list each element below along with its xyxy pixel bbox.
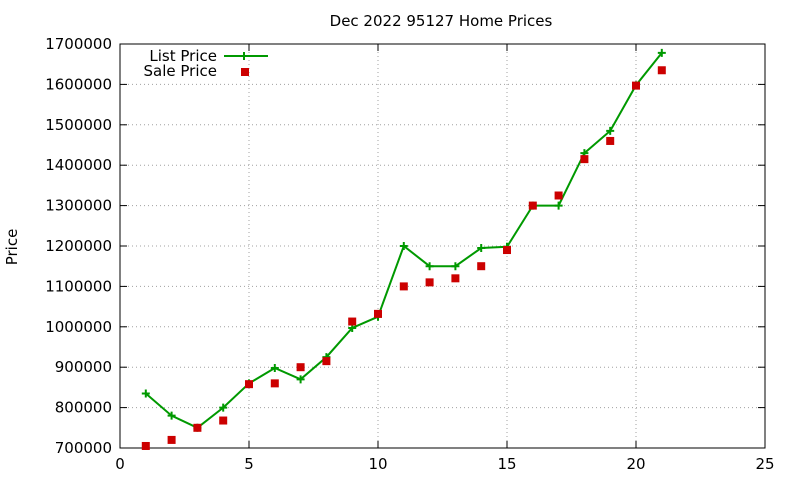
sale-price-point <box>580 155 589 164</box>
legend-label-list-price: List Price <box>149 47 217 65</box>
sale-price-point <box>245 380 253 389</box>
y-tick-label: 800000 <box>55 399 112 417</box>
x-tick-label: 10 <box>368 455 387 473</box>
legend-marker-sale-price <box>241 68 249 76</box>
list-price-point <box>219 403 228 412</box>
list-price-line <box>145 52 663 429</box>
legend-marker-list-price <box>240 52 248 60</box>
y-tick-label: 1400000 <box>45 156 112 174</box>
y-tick-label: 1200000 <box>45 237 112 255</box>
data-series <box>141 48 666 450</box>
sale-price-point <box>528 201 537 210</box>
list-price-point <box>296 375 305 384</box>
legend: List Price Sale Price <box>144 47 268 80</box>
sale-price-point <box>296 363 305 372</box>
sale-price-point <box>503 246 511 255</box>
y-tick-label: 1300000 <box>45 197 112 215</box>
legend-label-sale-price: Sale Price <box>144 62 217 80</box>
x-tick-label: 5 <box>244 455 254 473</box>
list-price-point <box>167 411 176 420</box>
sale-price-point <box>632 81 640 90</box>
sale-price-point <box>606 136 615 145</box>
y-axis-label: Price <box>3 229 21 266</box>
x-tick-label: 0 <box>115 455 125 473</box>
list-price-point <box>141 389 150 398</box>
list-price-point <box>425 262 434 271</box>
sale-price-point <box>141 441 150 450</box>
sale-price-point <box>374 309 382 318</box>
x-tick-label: 25 <box>755 455 774 473</box>
sale-price-point <box>451 274 460 283</box>
sale-price-point <box>554 191 563 200</box>
sale-price-point <box>219 416 228 425</box>
y-tick-label: 1100000 <box>45 277 112 295</box>
list-price-point <box>451 262 460 271</box>
x-tick-label: 15 <box>497 455 516 473</box>
sale-price-point <box>348 317 357 326</box>
y-tick-label: 700000 <box>55 439 112 457</box>
sale-price-point <box>322 357 331 366</box>
list-price-point <box>657 48 666 57</box>
y-tick-label: 1000000 <box>45 318 112 336</box>
list-price-point <box>399 242 408 250</box>
sale-price-point <box>657 66 666 75</box>
sale-price-point <box>270 379 279 388</box>
x-tick-labels: 0 5 10 15 20 25 <box>115 455 774 473</box>
sale-price-point <box>399 282 408 291</box>
chart-title: Dec 2022 95127 Home Prices <box>330 12 553 30</box>
list-price-point <box>606 126 615 135</box>
list-price-point <box>554 201 563 210</box>
x-tick-label: 20 <box>626 455 645 473</box>
sale-price-point <box>193 423 202 432</box>
y-tick-label: 900000 <box>55 358 112 376</box>
sale-price-point <box>425 278 434 287</box>
sale-price-point <box>477 262 486 271</box>
y-tick-labels: 700000 800000 900000 1000000 1100000 1200000 1… <box>45 35 112 457</box>
sale-price-point <box>167 435 176 444</box>
y-tick-label: 1500000 <box>45 116 112 134</box>
grid-lines <box>120 44 765 448</box>
y-tick-label: 1600000 <box>45 75 112 93</box>
plot-frame <box>119 43 766 449</box>
y-tick-label: 1700000 <box>45 35 112 53</box>
list-price-point <box>270 364 279 373</box>
list-price-point <box>477 244 486 253</box>
